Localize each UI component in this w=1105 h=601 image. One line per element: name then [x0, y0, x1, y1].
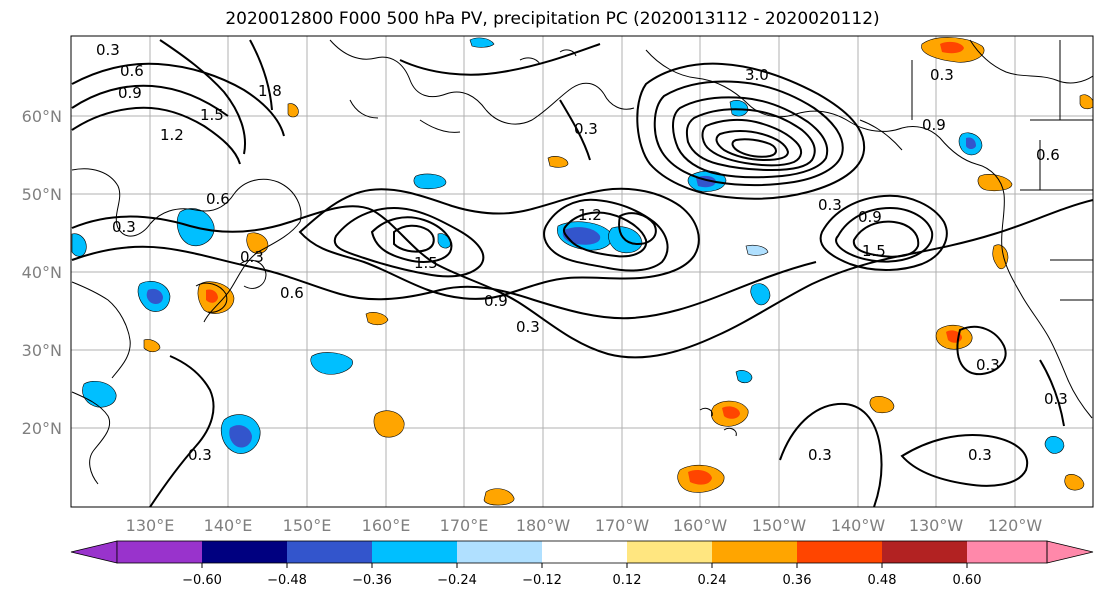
contour-label: 0.6 [120, 62, 144, 80]
colorbar-extend-high [1046, 540, 1094, 564]
contour-label: 0.3 [808, 446, 832, 464]
contour-label: 1.2 [578, 206, 602, 224]
lat-label: 20°N [22, 419, 62, 438]
colorbar-segment [797, 541, 882, 563]
contour-label: 1.5 [862, 242, 886, 260]
colorbar-extend-low [70, 540, 118, 564]
colorbar: −0.60 −0.48 −0.36 −0.24 −0.12 0.12 0.24 … [70, 540, 1094, 588]
colorbar-tick-label: −0.12 [522, 573, 562, 588]
colorbar-tick-label: −0.36 [352, 573, 392, 588]
colorbar-segment [542, 541, 627, 563]
contour-label: 0.3 [574, 120, 598, 138]
colorbar-tick-label: 0.60 [953, 573, 982, 588]
contour-label: 0.3 [968, 446, 992, 464]
colorbar-tick-label: 0.24 [698, 573, 727, 588]
contour-label: 0.6 [206, 190, 230, 208]
colorbar-segment [202, 541, 287, 563]
contour-label: 0.6 [1036, 146, 1060, 164]
lon-label: 140°W [831, 516, 886, 535]
lon-label: 120°W [988, 516, 1043, 535]
coastlines [71, 39, 1093, 485]
contour-label: 0.9 [118, 84, 142, 102]
lon-label: 180°W [516, 516, 571, 535]
colorbar-tick-label: 0.12 [613, 573, 642, 588]
lon-label: 130°E [126, 516, 175, 535]
colorbar-segment [457, 541, 542, 563]
colorbar-segment [627, 541, 712, 563]
lon-label: 160°E [362, 516, 411, 535]
contour-label: 0.3 [1044, 390, 1068, 408]
contour-label: 0.3 [976, 356, 1000, 374]
lon-label: 170°W [595, 516, 650, 535]
contour-label: 1.5 [200, 106, 224, 124]
map-title: 2020012800 F000 500 hPa PV, precipitatio… [225, 9, 880, 29]
contour-label: 0.9 [858, 208, 882, 226]
contour-label: 1.8 [258, 82, 282, 100]
colorbar-tick-label: −0.48 [267, 573, 307, 588]
contour-labels: 0.3 0.6 0.9 1.5 1.2 1.8 0.3 0.6 0.3 0.6 … [96, 41, 1068, 464]
contour-label: 0.3 [516, 318, 540, 336]
contour-label: 0.3 [818, 196, 842, 214]
colorbar-tick-label: −0.60 [182, 573, 222, 588]
lon-label: 170°E [440, 516, 489, 535]
contour-label: 0.9 [484, 292, 508, 310]
longitude-labels: 130°E 140°E 150°E 160°E 170°E 180°W 170°… [126, 516, 1043, 535]
contour-label: 0.3 [930, 66, 954, 84]
contour-label: 1.2 [160, 126, 184, 144]
latitude-labels: 20°N 30°N 40°N 50°N 60°N [22, 107, 62, 438]
contour-label: 0.9 [922, 116, 946, 134]
contour-label: 0.3 [240, 248, 264, 266]
colorbar-tick-label: 0.48 [868, 573, 897, 588]
lon-label: 150°W [752, 516, 807, 535]
lat-label: 30°N [22, 341, 62, 360]
map-frame [70, 35, 1094, 508]
contour-label: 0.3 [96, 41, 120, 59]
lon-label: 150°E [283, 516, 332, 535]
lon-label: 140°E [204, 516, 253, 535]
colorbar-frame [116, 540, 1048, 564]
colorbar-segment [967, 541, 1047, 563]
colorbar-segment [712, 541, 797, 563]
pv-contours [71, 39, 1093, 507]
lat-label: 40°N [22, 263, 62, 282]
contour-label: 0.6 [280, 284, 304, 302]
contour-label: 1.5 [414, 254, 438, 272]
colorbar-segment [287, 541, 372, 563]
lat-label: 60°N [22, 107, 62, 126]
contour-label: 0.3 [188, 446, 212, 464]
colorbar-segment [882, 541, 967, 563]
lat-label: 50°N [22, 185, 62, 204]
colorbar-tick-label: 0.36 [783, 573, 812, 588]
lon-label: 130°W [909, 516, 964, 535]
contour-label: 0.3 [112, 218, 136, 236]
lon-label: 160°W [673, 516, 728, 535]
precipitation-patches [71, 37, 1093, 506]
colorbar-tick-label: −0.24 [437, 573, 477, 588]
colorbar-segment [372, 541, 457, 563]
contour-label: 3.0 [745, 66, 769, 84]
colorbar-segment [117, 541, 202, 563]
